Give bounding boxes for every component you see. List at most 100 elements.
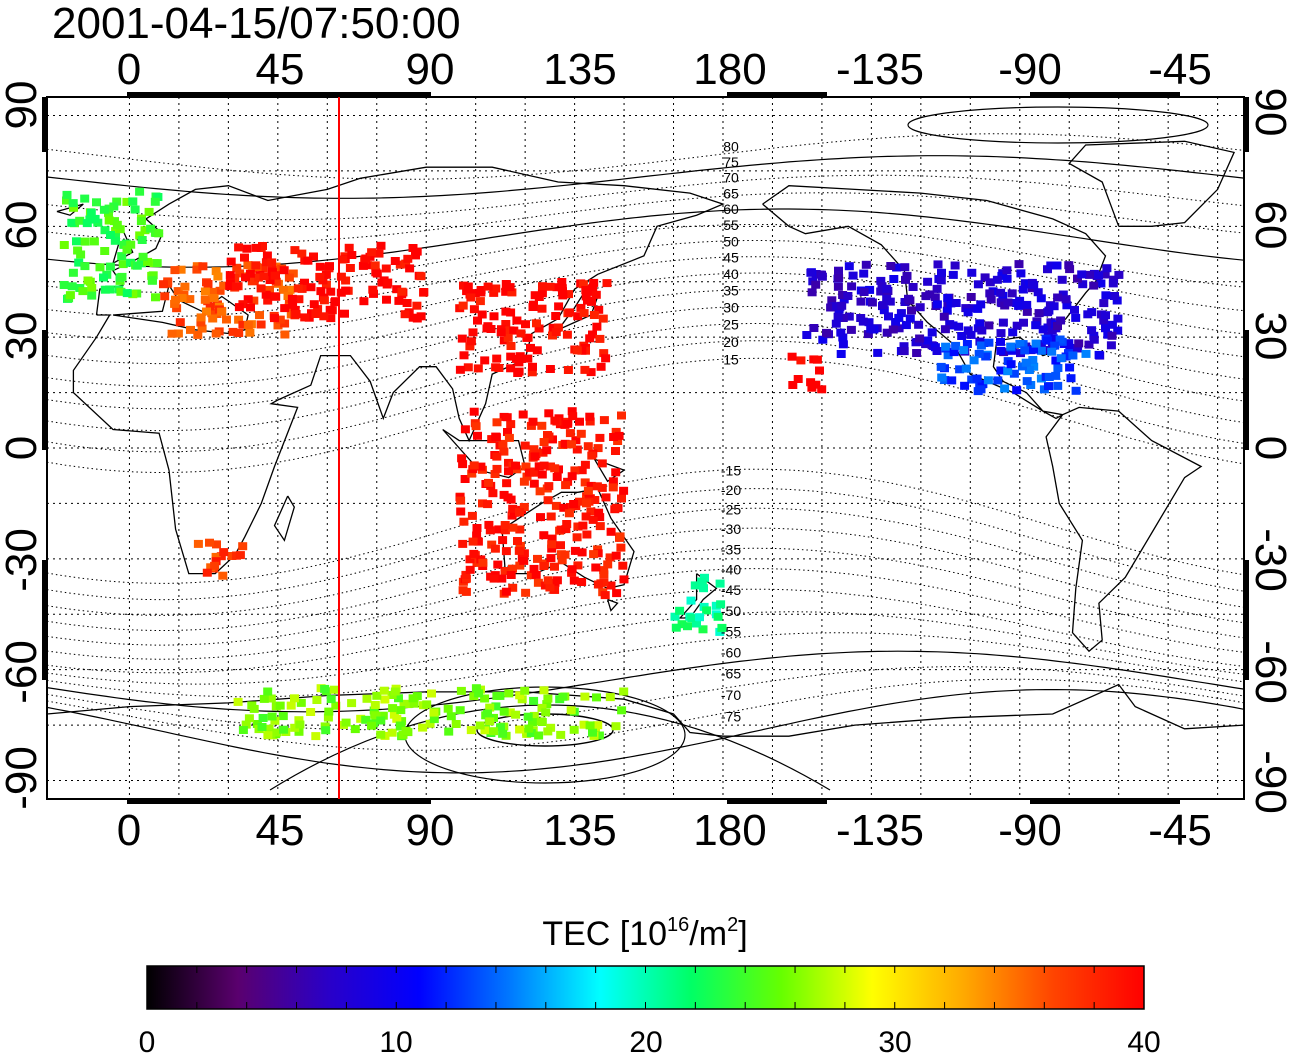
tec-cell (838, 314, 848, 322)
tec-cell (243, 261, 253, 270)
tec-cell (535, 487, 545, 496)
tec-cell (446, 712, 456, 721)
tec-cell (473, 316, 482, 325)
tec-cell (505, 283, 515, 292)
tec-cell (345, 264, 355, 272)
tec-cell (529, 711, 539, 720)
tec-cell (534, 324, 544, 333)
colorbar-label-10: 10 (379, 1026, 412, 1057)
tec-cell (296, 698, 306, 707)
tec-cell (1089, 281, 1099, 290)
tec-cell (1089, 335, 1099, 344)
tec-cell (599, 566, 609, 575)
tec-cell (116, 287, 126, 296)
contour-label: -20 (721, 482, 741, 498)
tec-cell (501, 547, 511, 556)
tec-cell (543, 576, 553, 585)
tec-cell (524, 468, 534, 477)
tec-cell (465, 565, 475, 574)
tec-cell (231, 282, 241, 291)
tec-cell (138, 252, 148, 261)
tec-cell (69, 203, 78, 212)
tec-cell (581, 286, 591, 294)
tec-cell (80, 194, 90, 203)
tec-cell (1008, 328, 1018, 337)
tec-cell (87, 291, 97, 300)
tec-cell (1074, 339, 1084, 348)
bottom-tick-neg90: -90 (998, 806, 1062, 855)
tec-cell (211, 267, 221, 276)
tec-cell (258, 714, 268, 722)
tec-cell (371, 712, 381, 721)
tec-cell (312, 696, 322, 704)
tec-cell (218, 571, 228, 580)
tec-cell (494, 525, 504, 534)
tec-cell (975, 319, 985, 328)
tec-cell (506, 420, 516, 429)
tec-cell (873, 348, 883, 357)
tec-cell (374, 249, 384, 258)
tec-cell (483, 500, 493, 509)
map-frame (46, 96, 1245, 800)
tec-cell (534, 462, 544, 471)
tec-cell (575, 497, 584, 506)
tec-cell (402, 299, 412, 307)
tec-cell (515, 725, 525, 734)
tec-cell (551, 312, 561, 320)
left-tick-neg30: -30 (0, 528, 46, 592)
tec-cell (468, 537, 478, 546)
tec-cell (537, 304, 547, 313)
tec-cell (504, 433, 514, 442)
tec-cell (100, 285, 110, 294)
tec-cell (143, 257, 153, 266)
tec-cell (395, 260, 405, 269)
tec-cell (671, 623, 681, 632)
tec-cell (1048, 334, 1058, 343)
tec-cell (1003, 367, 1013, 376)
tec-cell (243, 295, 253, 304)
tec-cell (834, 274, 844, 283)
tec-cell (1036, 294, 1046, 303)
tec-cell (249, 296, 259, 305)
tec-cell (1064, 339, 1074, 348)
left-tick-90: 90 (0, 81, 46, 130)
tec-cell (1046, 261, 1056, 270)
tec-cell (135, 187, 145, 196)
tec-cell (838, 340, 848, 349)
tec-cell (520, 686, 530, 695)
tec-cell (140, 226, 150, 235)
tec-cell (208, 314, 218, 323)
bottom-tick-90: 90 (406, 806, 455, 855)
tec-cell (340, 309, 349, 318)
tec-cell (977, 380, 987, 389)
tec-cell (279, 725, 289, 734)
tec-cell (1016, 269, 1026, 278)
tec-cell (945, 320, 955, 329)
tec-cell (523, 354, 533, 363)
tec-cell (148, 271, 158, 280)
tec-cell (807, 383, 817, 392)
tec-cell (586, 368, 596, 377)
tec-cell (550, 416, 560, 425)
tec-cell (546, 512, 556, 521)
tec-cell (542, 446, 552, 455)
tec-cell (907, 306, 916, 315)
tec-cell (122, 197, 132, 206)
tec-cell (456, 686, 466, 695)
tec-cell (477, 310, 487, 319)
tec-cell (984, 338, 994, 347)
tec-cell (309, 300, 319, 309)
tec-cell (1065, 265, 1075, 274)
tec-cell (408, 694, 418, 703)
tec-cell (695, 613, 704, 622)
tec-cell (579, 309, 589, 318)
tec-cell (475, 721, 485, 730)
tec-cell (65, 291, 75, 300)
tec-cell (1053, 364, 1063, 372)
tec-cell (219, 548, 229, 557)
tec-cell (548, 323, 558, 332)
tec-cell (544, 409, 554, 418)
tec-cell (616, 543, 626, 552)
tec-cell (476, 462, 486, 471)
tec-cell (547, 534, 557, 543)
